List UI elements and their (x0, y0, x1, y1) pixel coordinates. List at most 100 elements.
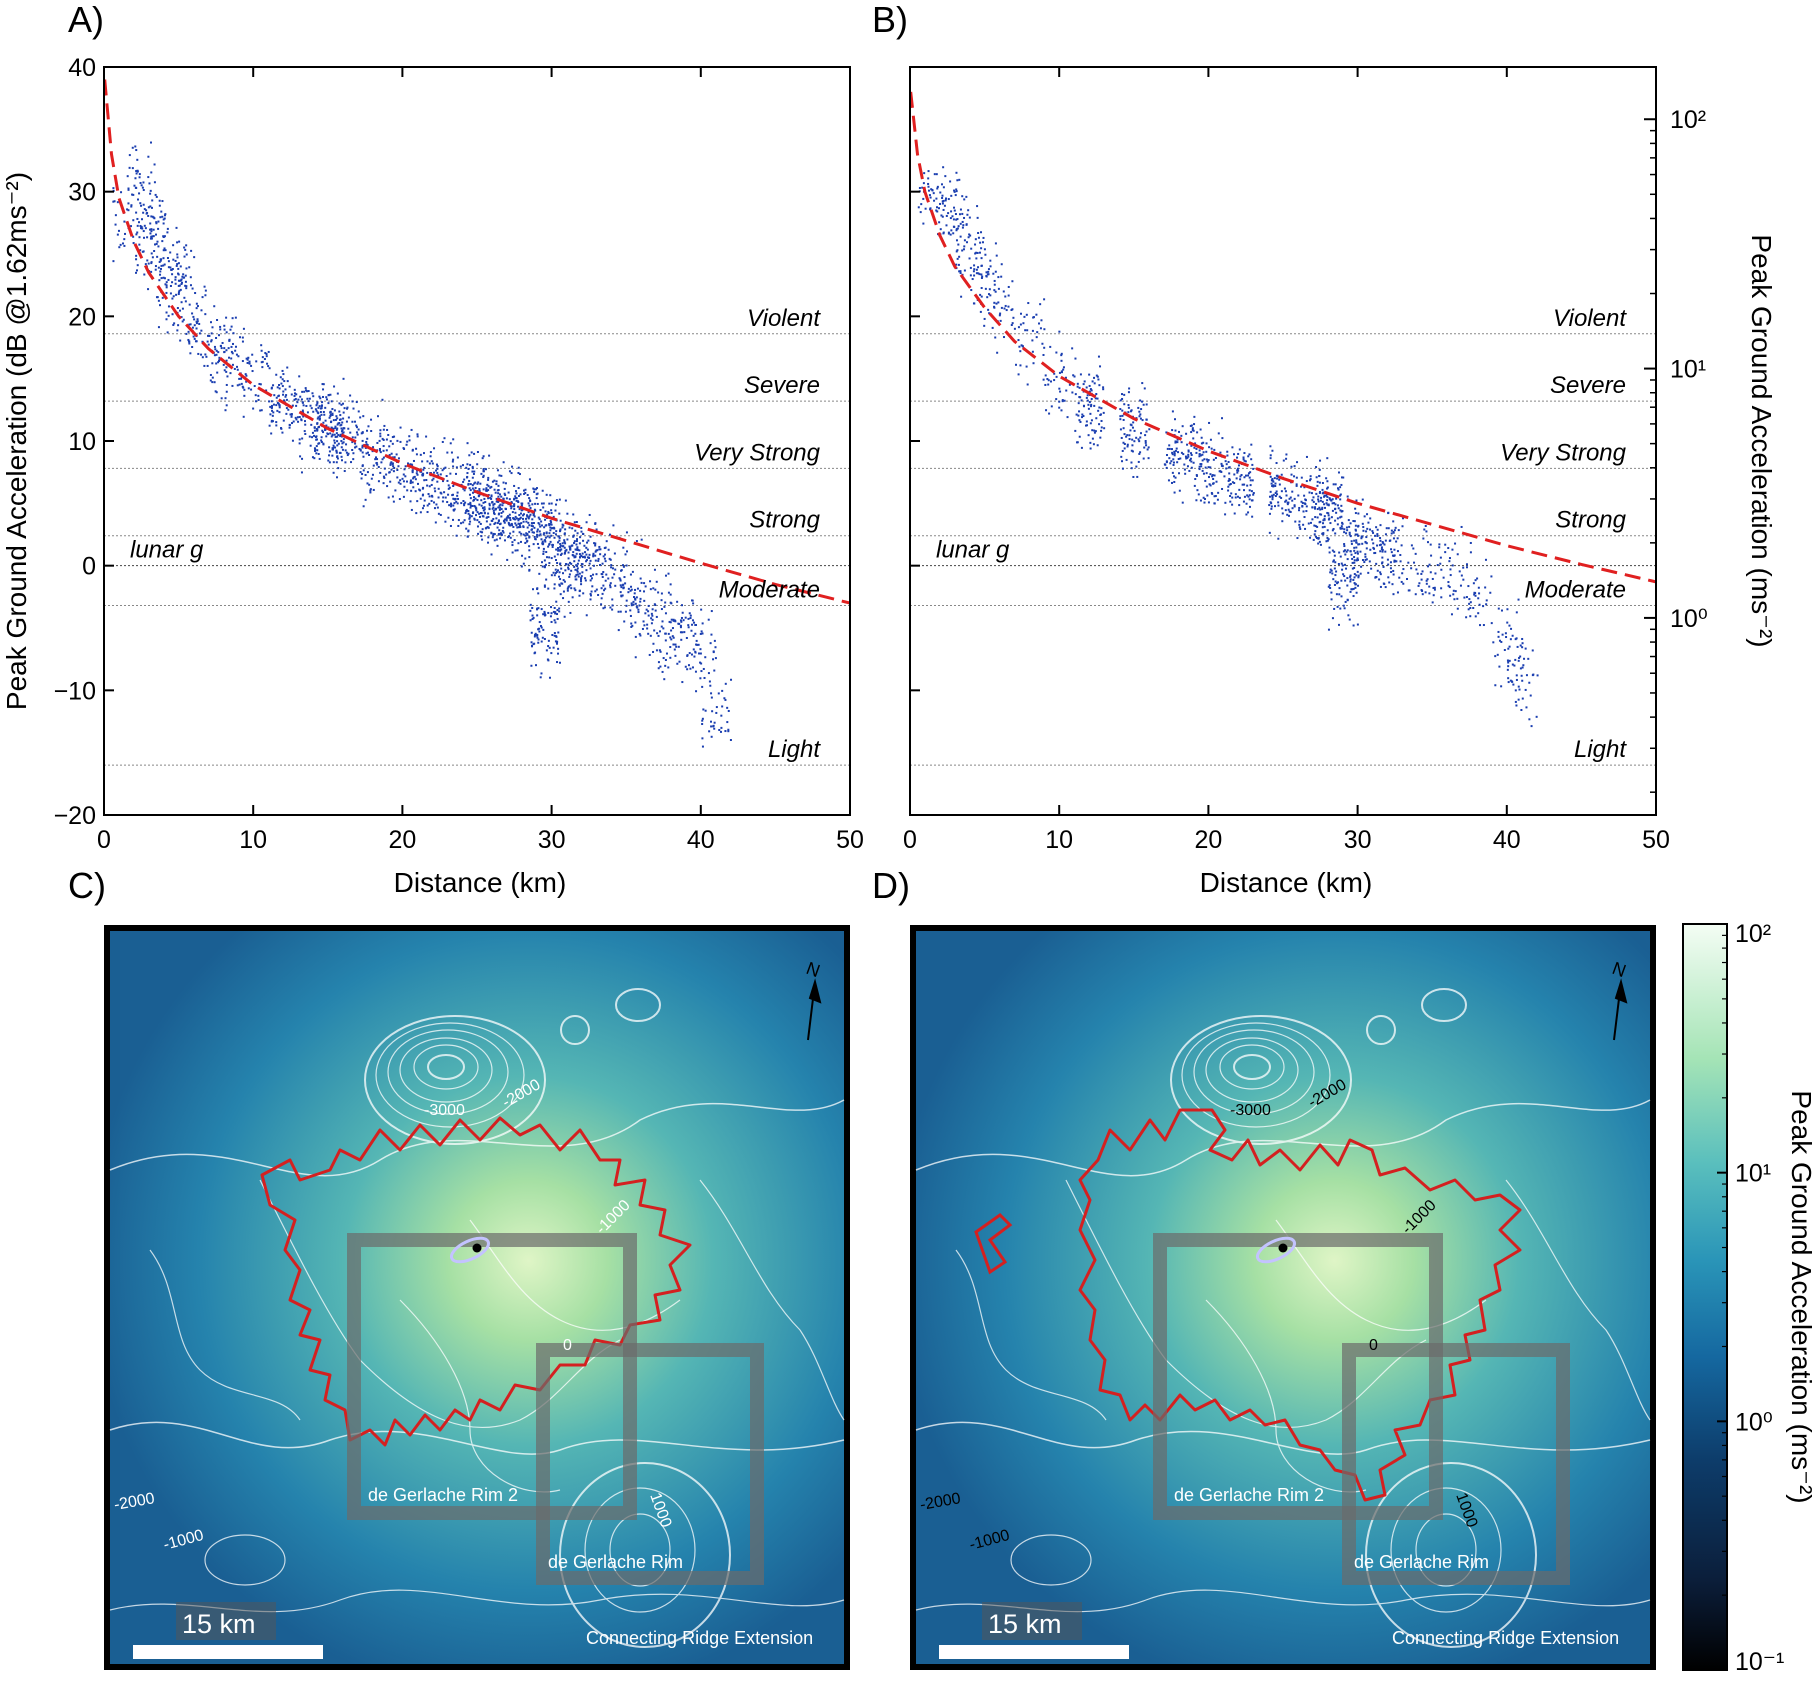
scatter-point (335, 449, 338, 452)
scatter-point (1093, 376, 1096, 379)
scatter-point (415, 447, 418, 450)
scatter-point (1332, 578, 1335, 581)
scatter-point (421, 460, 424, 463)
scatter-point (1477, 586, 1480, 589)
scatter-point (1498, 665, 1501, 668)
scatter-point (141, 250, 144, 253)
scatter-point (1375, 526, 1378, 529)
scatter-point (1073, 375, 1076, 378)
scatter-point (500, 474, 503, 477)
scatter-point (1282, 459, 1285, 462)
scatter-point (177, 293, 180, 296)
scatter-point (359, 471, 362, 474)
scatter-point (1178, 472, 1181, 475)
scatter-point (1190, 452, 1193, 455)
scatter-point (518, 508, 521, 511)
scatter-point (304, 423, 307, 426)
scatter-point (921, 186, 924, 189)
scatter-point (184, 274, 187, 277)
scatter-point (200, 353, 203, 356)
scatter-point (399, 482, 402, 485)
scatter-point (976, 251, 979, 254)
scatter-point (513, 503, 516, 506)
scatter-point (1245, 513, 1248, 516)
scatter-point (559, 578, 562, 581)
scatter-point (387, 496, 390, 499)
scatter-point (693, 655, 696, 658)
scatter-point (581, 571, 584, 574)
scatter-point (956, 227, 959, 230)
scatter-point (1123, 433, 1126, 436)
scatter-point (1031, 339, 1034, 342)
scatter-point (523, 492, 526, 495)
scatter-point (1322, 522, 1325, 525)
scatter-point (1328, 497, 1331, 500)
scatter-point (1376, 544, 1379, 547)
scatter-point (1381, 548, 1384, 551)
scatter-point (1170, 460, 1173, 463)
scatter-point (177, 324, 180, 327)
scatter-point (1407, 561, 1410, 564)
scatter-point (997, 276, 1000, 279)
scatter-point (1447, 547, 1450, 550)
scatter-point (406, 440, 409, 443)
scatter-point (1514, 700, 1517, 703)
scatter-point (1356, 557, 1359, 560)
scatter-point (1380, 546, 1383, 549)
scatter-point (721, 705, 724, 708)
scatter-point (153, 181, 156, 184)
scatter-point (1229, 494, 1232, 497)
scatter-point (1508, 645, 1511, 648)
scatter-point (1248, 489, 1251, 492)
x-tick-label: 50 (1642, 826, 1670, 854)
scatter-point (1061, 400, 1064, 403)
scatter-point (653, 568, 656, 571)
scatter-point (265, 355, 268, 358)
scatter-point (544, 565, 547, 568)
scatter-point (403, 468, 406, 471)
scatter-point (159, 258, 162, 261)
scatter-point (1204, 466, 1207, 469)
scatter-point (1122, 441, 1125, 444)
scatter-point (936, 187, 939, 190)
scatter-point (246, 358, 249, 361)
scatter-point (1143, 446, 1146, 449)
scatter-point (495, 517, 498, 520)
scatter-point (554, 640, 557, 643)
scatter-point (498, 504, 501, 507)
scatter-point (678, 660, 681, 663)
scatter-point (335, 461, 338, 464)
scatter-point (1331, 617, 1334, 620)
scatter-point (619, 584, 622, 587)
scatter-point (1420, 572, 1423, 575)
scatter-point (1463, 596, 1466, 599)
scatter-point (548, 522, 551, 525)
scatter-point (1089, 412, 1092, 415)
scatter-point (1220, 470, 1223, 473)
scatter-point (211, 376, 214, 379)
scatter-point (275, 424, 278, 427)
scatter-point (267, 365, 270, 368)
scatter-point (1334, 532, 1337, 535)
scatter-point (1174, 441, 1177, 444)
scatter-point (1139, 432, 1142, 435)
scatter-point (151, 199, 154, 202)
scatter-point (980, 273, 983, 276)
scatter-point (1190, 444, 1193, 447)
scatter-point (1100, 429, 1103, 432)
scatter-point (1418, 582, 1421, 585)
scatter-point (1277, 537, 1280, 540)
scatter-point (293, 398, 296, 401)
scatter-point (966, 213, 969, 216)
scatter-point (692, 634, 695, 637)
scatter-point (282, 393, 285, 396)
scatter-point (139, 181, 142, 184)
scatter-point (216, 318, 219, 321)
scatter-point (1350, 540, 1353, 543)
scatter-point (534, 502, 537, 505)
scatter-point (1354, 583, 1357, 586)
scatter-point (357, 428, 360, 431)
scatter-point (977, 231, 980, 234)
scatter-point (629, 589, 632, 592)
scatter-point (270, 400, 273, 403)
